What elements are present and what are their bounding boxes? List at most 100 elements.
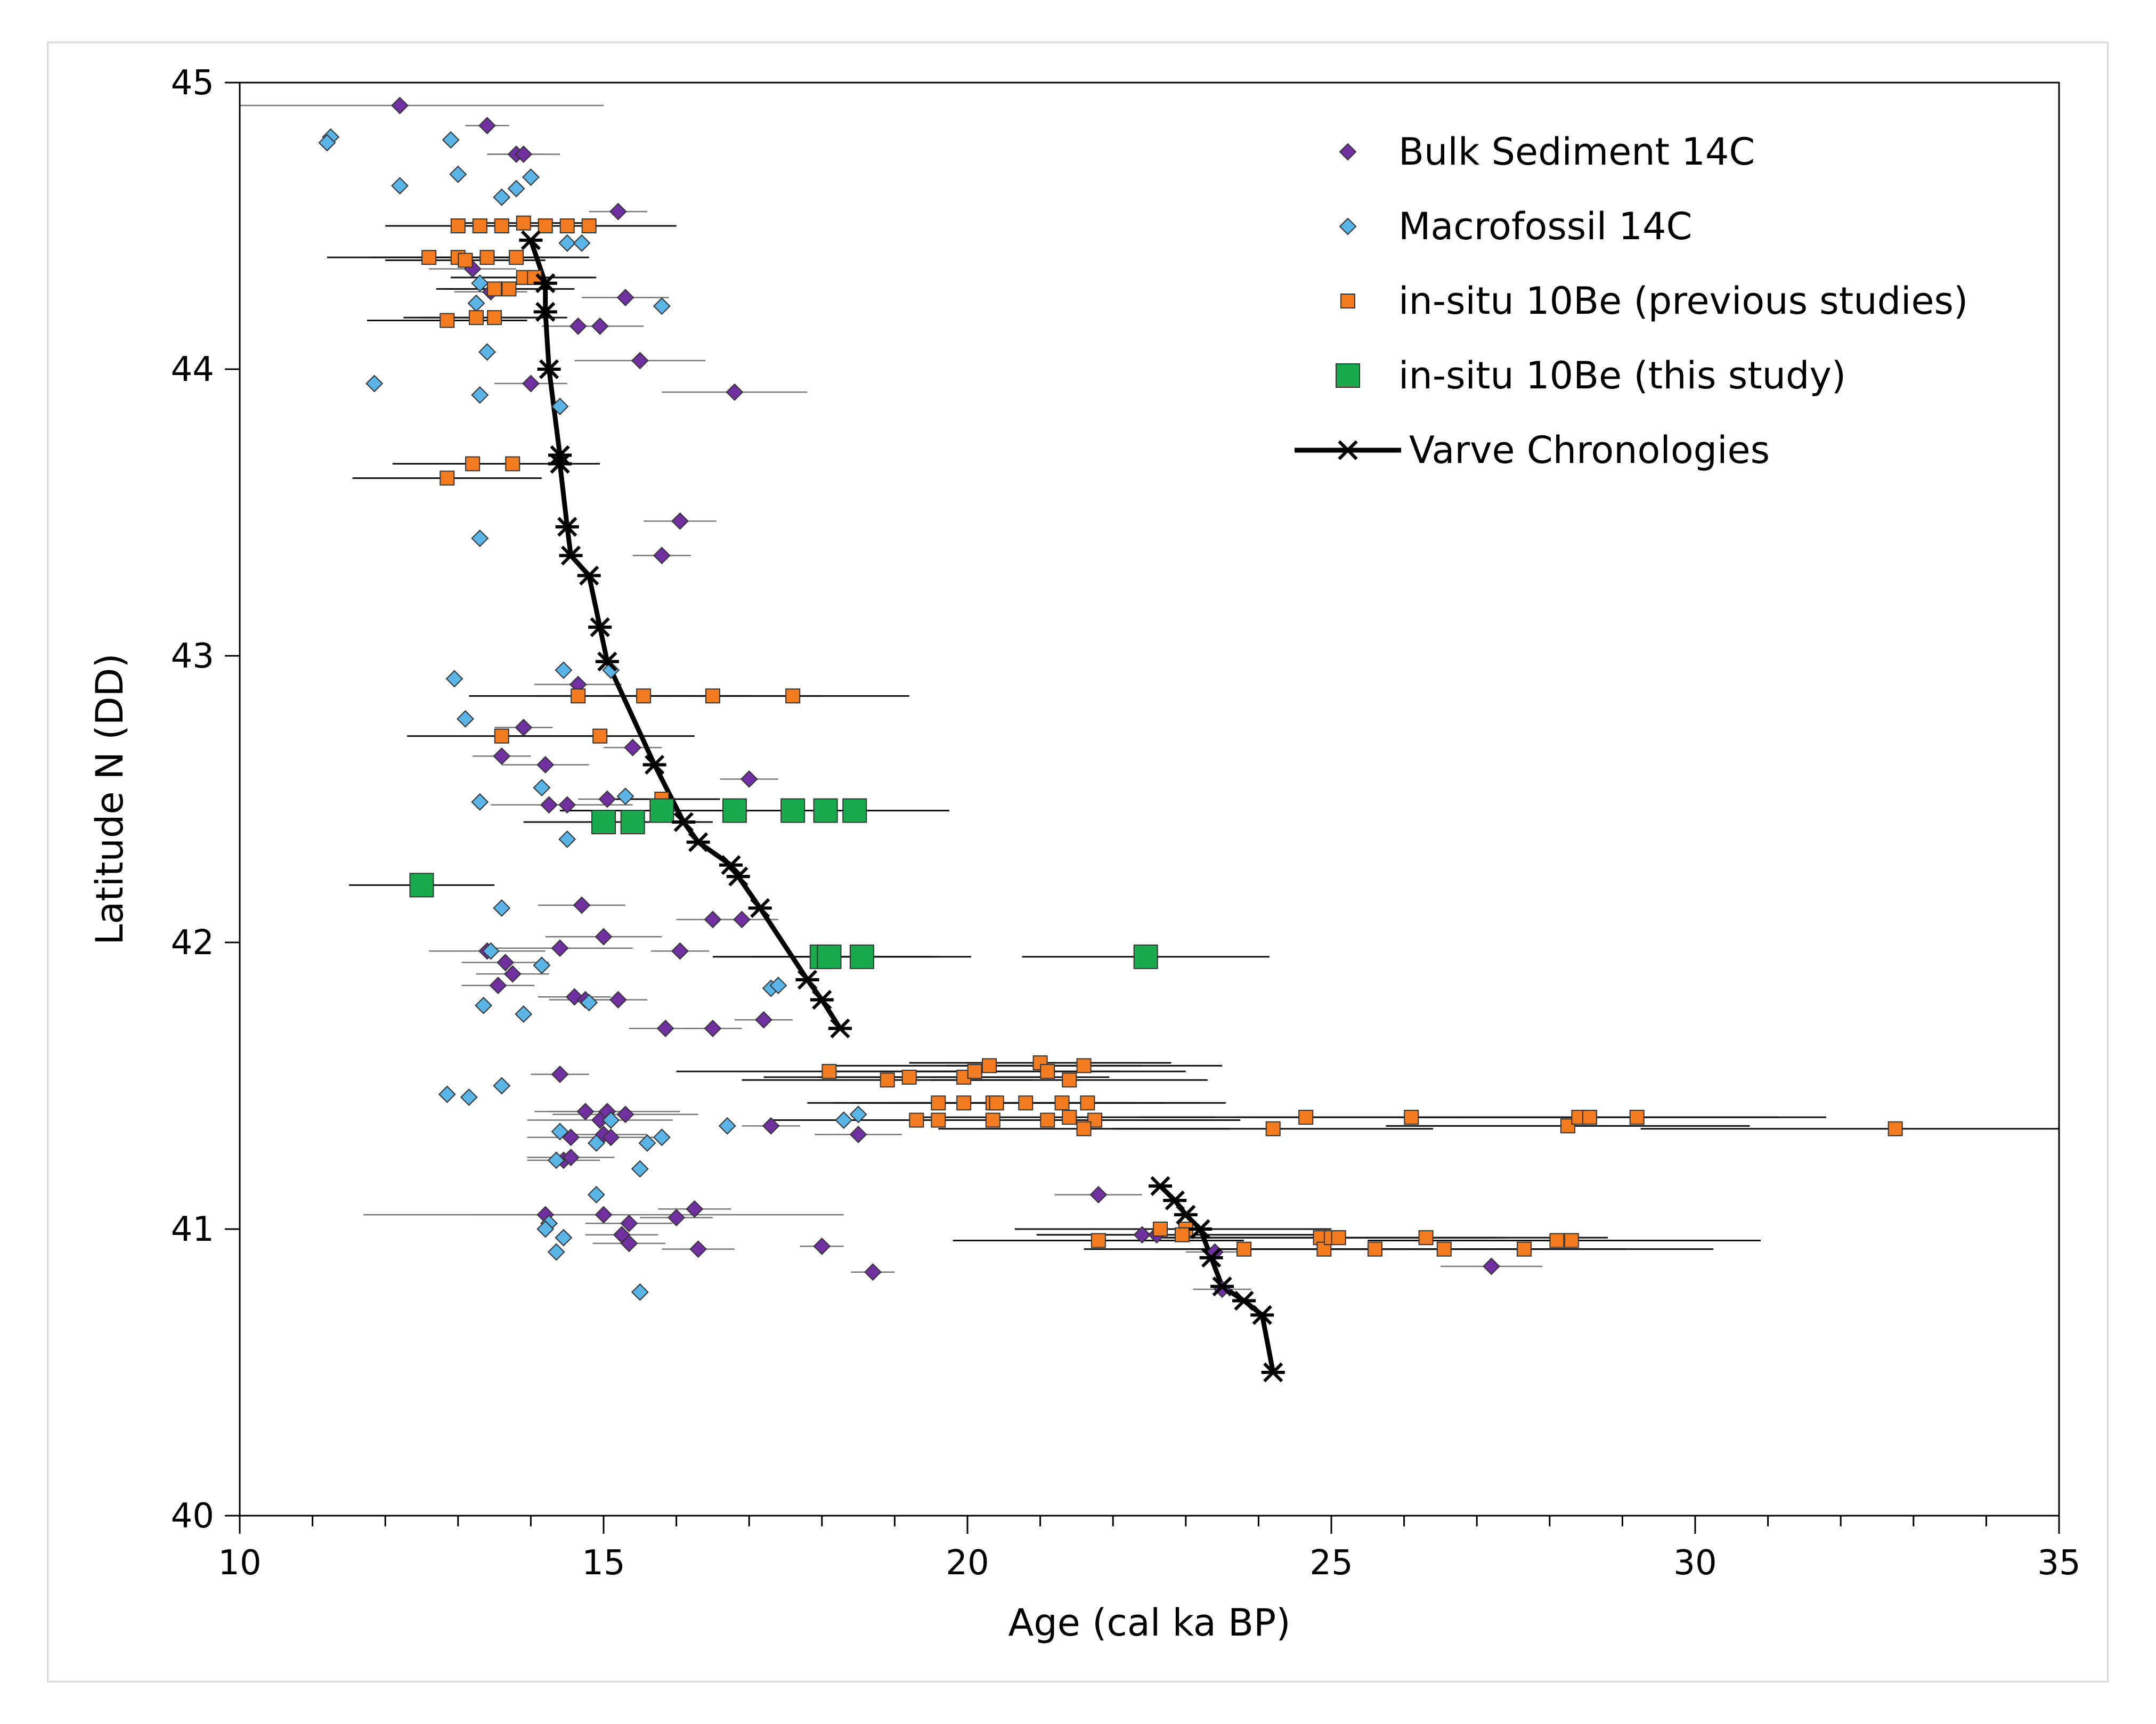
varve-point xyxy=(1210,1276,1234,1297)
y-tick-label: 45 xyxy=(171,63,214,103)
point-bulk-sediment xyxy=(497,954,515,972)
point-10be-previous xyxy=(1236,1241,1252,1257)
varve-point xyxy=(1232,1290,1256,1311)
point-bulk-sediment xyxy=(733,910,751,929)
point-bulk-sediment xyxy=(671,942,689,960)
point-10be-previous xyxy=(1054,1095,1070,1111)
point-10be-previous xyxy=(901,1069,917,1085)
point-macrofossil xyxy=(522,168,540,186)
point-bulk-sediment xyxy=(813,1237,831,1255)
point-bulk-sediment xyxy=(551,939,569,957)
point-bulk-sediment xyxy=(595,1206,613,1224)
point-macrofossil xyxy=(533,956,551,974)
varve-lines xyxy=(528,239,1276,1373)
point-10be-previous xyxy=(487,281,502,297)
point-macrofossil xyxy=(631,1283,649,1301)
point-10be-this-study xyxy=(849,944,874,969)
point-macrofossil xyxy=(475,996,493,1014)
point-bulk-sediment xyxy=(624,738,642,757)
varve-point xyxy=(828,1018,852,1039)
point-10be-previous xyxy=(1265,1121,1281,1136)
point-macrofossil xyxy=(769,977,787,995)
legend-marker xyxy=(1336,440,1360,460)
point-macrofossil xyxy=(460,1088,478,1106)
point-bulk-sediment xyxy=(1089,1186,1108,1203)
x-tick-label: 30 xyxy=(1673,1543,1716,1583)
y-tick-label: 41 xyxy=(171,1210,214,1249)
point-macrofossil xyxy=(573,234,591,252)
point-10be-previous xyxy=(505,456,520,471)
varve-point xyxy=(533,273,557,294)
point-bulk-sediment xyxy=(1483,1257,1500,1275)
legend-label: Macrofossil 14C xyxy=(1398,205,1692,248)
point-10be-previous xyxy=(931,1095,946,1111)
varve-point xyxy=(559,546,583,566)
point-bulk-sediment xyxy=(616,1105,634,1124)
point-bulk-sediment xyxy=(536,756,555,774)
point-macrofossil xyxy=(551,397,569,416)
point-macrofossil xyxy=(365,375,384,393)
point-bulk-sediment xyxy=(558,796,576,814)
x-axis-title: Age (cal ka BP) xyxy=(1008,1601,1290,1645)
point-10be-previous xyxy=(468,310,484,326)
point-10be-previous xyxy=(1418,1230,1434,1246)
y-tick-label: 42 xyxy=(171,923,214,963)
legend-label: in-situ 10Be (previous studies) xyxy=(1398,279,1968,323)
point-10be-previous xyxy=(559,218,575,233)
point-bulk-sediment xyxy=(522,375,540,393)
point-10be-previous xyxy=(440,313,455,328)
point-bulk-sediment xyxy=(489,977,507,995)
point-macrofossil xyxy=(580,994,598,1012)
point-bulk-sediment xyxy=(609,991,627,1009)
varve-point xyxy=(537,359,561,379)
point-10be-previous xyxy=(1549,1233,1565,1248)
point-10be-previous xyxy=(538,218,553,233)
point-10be-previous xyxy=(1018,1095,1034,1111)
varve-point xyxy=(726,866,750,887)
point-macrofossil xyxy=(653,1128,671,1146)
point-macrofossil xyxy=(602,661,620,679)
point-bulk-sediment xyxy=(620,1234,638,1253)
point-bulk-sediment xyxy=(391,96,409,115)
point-bulk-sediment xyxy=(576,1103,595,1120)
point-10be-previous xyxy=(989,1095,1004,1111)
legend-label: in-situ 10Be (this study) xyxy=(1398,354,1846,397)
point-macrofossil xyxy=(442,131,460,149)
varve-point xyxy=(810,989,834,1010)
point-macrofossil xyxy=(555,661,573,679)
point-macrofossil xyxy=(536,1220,555,1238)
point-bulk-sediment xyxy=(631,352,649,370)
point-10be-this-study xyxy=(591,810,616,835)
point-bulk-sediment xyxy=(620,1214,638,1232)
point-10be-previous xyxy=(479,250,495,265)
point-bulk-sediment xyxy=(616,289,634,306)
point-bulk-sediment xyxy=(493,747,511,765)
point-10be-previous xyxy=(981,1058,997,1074)
point-macrofossil xyxy=(638,1134,656,1152)
point-10be-this-study xyxy=(817,944,842,969)
varve-point xyxy=(719,855,743,875)
point-10be-previous xyxy=(494,728,509,744)
point-macrofossil xyxy=(318,134,336,152)
point-10be-previous xyxy=(967,1064,982,1079)
point-bulk-sediment xyxy=(864,1263,882,1281)
point-10be-previous xyxy=(1516,1241,1532,1257)
point-10be-previous xyxy=(1152,1222,1168,1237)
x-tick-label: 25 xyxy=(1309,1543,1353,1583)
point-10be-previous xyxy=(1564,1233,1579,1248)
point-macrofossil xyxy=(478,343,496,361)
point-10be-previous xyxy=(1174,1227,1190,1242)
varve-point xyxy=(1189,1219,1213,1239)
point-10be-previous xyxy=(909,1112,924,1128)
point-macrofossil xyxy=(507,180,525,198)
point-macrofossil xyxy=(616,787,634,806)
point-bulk-sediment xyxy=(686,1200,704,1218)
point-10be-previous xyxy=(1080,1095,1095,1111)
point-macrofossil xyxy=(471,793,489,811)
varve-point xyxy=(519,230,543,250)
point-bulk-sediment xyxy=(689,1240,707,1258)
point-macrofossil xyxy=(547,1243,565,1261)
point-10be-previous xyxy=(1091,1233,1106,1248)
point-macrofossil xyxy=(471,530,489,547)
legend-marker xyxy=(1336,363,1360,388)
